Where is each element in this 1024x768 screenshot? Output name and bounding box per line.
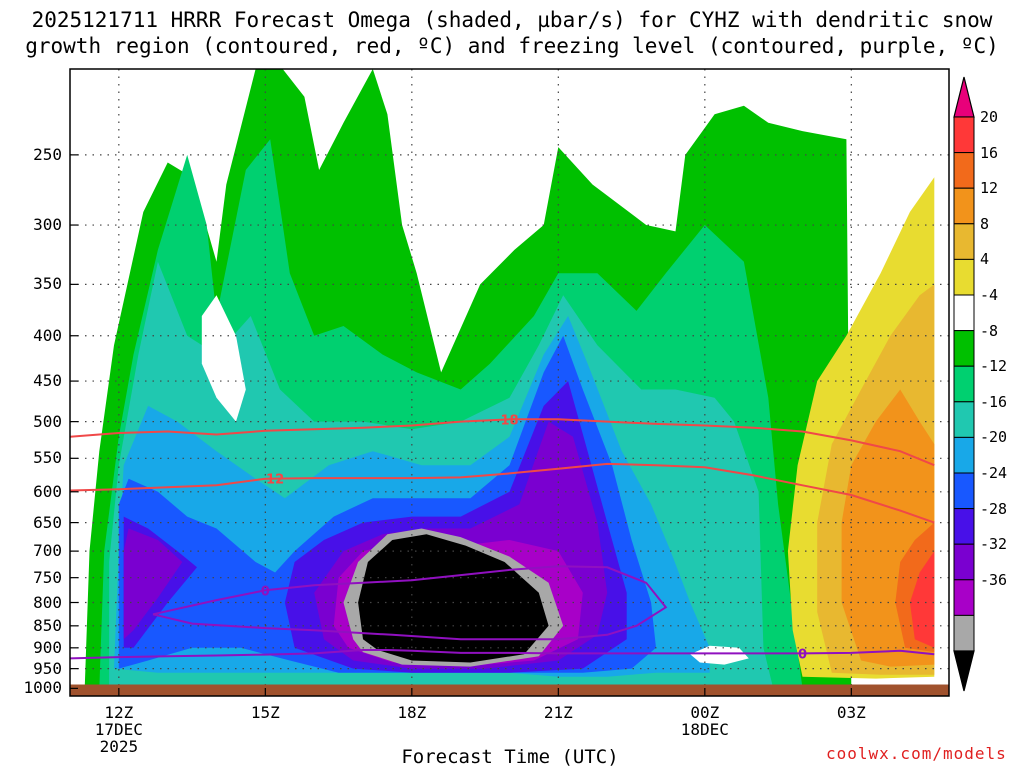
colorbar-label-9: -20	[980, 428, 1008, 447]
colorbar	[953, 76, 975, 692]
colorbar-box-9	[953, 436, 975, 474]
ytick-label-250: 250	[33, 144, 62, 164]
contour-dendritic_-18C_label	[70, 418, 935, 467]
colorbar-box-8	[953, 401, 975, 438]
ytick-label-600: 600	[33, 481, 62, 501]
colorbar-box-2	[953, 187, 975, 225]
contour-freezing_0C_lower	[70, 649, 935, 660]
ytick-label-850: 850	[33, 615, 62, 635]
x-axis-title: Forecast Time (UTC)	[401, 746, 619, 768]
omega-region-7	[123, 528, 183, 640]
chart-title-line-1: 2025121711 HRRR Forecast Omega (shaded, …	[31, 8, 993, 32]
colorbar-label-6: -8	[980, 321, 999, 340]
contour-label-freezing_0C_lower: 0	[798, 647, 807, 662]
contour-dendritic_-12C	[70, 462, 935, 524]
colorbar-box-3	[953, 223, 975, 260]
colorbar-box-4	[953, 258, 975, 296]
xtick-label-15Z: 15Z	[250, 703, 280, 722]
ytick-label-1000: 1000	[23, 678, 62, 698]
ytick-label-300: 300	[33, 215, 62, 235]
colorbar-bottom-arrow	[953, 650, 975, 692]
omega-hole-0	[201, 295, 246, 422]
contour-freezing_0C_upper	[152, 565, 668, 641]
ytick-label-400: 400	[33, 325, 62, 345]
colorbar-label-3: 8	[980, 214, 990, 233]
ytick-label-950: 950	[33, 658, 62, 678]
plot-frame	[69, 68, 950, 697]
omega-region-11	[358, 534, 549, 663]
omega-shading	[84, 69, 935, 689]
omega-hole-1	[690, 645, 749, 665]
colorbar-box-5	[953, 294, 975, 332]
colorbar-label-1: 16	[980, 143, 999, 162]
source-credit[interactable]: coolwx.com/models	[826, 744, 1007, 763]
colorbar-box-7	[953, 365, 975, 403]
ground-band	[70, 684, 949, 696]
colorbar-label-13: -36	[980, 570, 1008, 589]
colorbar-label-10: -24	[980, 464, 1008, 482]
colorbar-box-14	[953, 614, 975, 652]
xtick-label-03Z: 03Z	[836, 703, 866, 722]
xtick-label-00Z: 00Z 18DEC	[680, 703, 729, 739]
contour-lines: 18 12 0 0	[70, 413, 935, 662]
colorbar-label-4: 4	[980, 250, 990, 269]
ytick-label-500: 500	[33, 411, 62, 431]
contour-label-dendritic_-18C_label: 18	[500, 413, 518, 428]
omega-region-16	[909, 551, 935, 648]
contour-label-dendritic_-12C: 12	[266, 473, 284, 488]
colorbar-label-7: -12	[980, 357, 1008, 376]
colorbar-box-6	[953, 330, 975, 367]
colorbar-top-arrow	[953, 76, 975, 118]
ground-surface	[70, 684, 949, 696]
ytick-label-650: 650	[33, 512, 62, 532]
xtick-label-12Z: 12Z 17DEC 2025	[94, 703, 143, 756]
contour-label-freezing_0C_upper: 0	[261, 584, 270, 599]
ytick-label-900: 900	[33, 637, 62, 657]
xtick-label-18Z: 18Z	[397, 703, 427, 722]
colorbar-label-12: -32	[980, 535, 1008, 554]
colorbar-box-0	[953, 116, 975, 154]
ytick-label-550: 550	[33, 448, 62, 468]
colorbar-box-11	[953, 508, 975, 545]
ytick-label-800: 800	[33, 592, 62, 612]
ytick-label-350: 350	[33, 274, 62, 294]
colorbar-box-12	[953, 543, 975, 581]
axis-ticks	[70, 154, 852, 696]
ytick-label-750: 750	[33, 567, 62, 587]
chart-title-line-2: growth region (contoured, red, ºC) and f…	[25, 34, 999, 58]
ytick-label-450: 450	[33, 371, 62, 391]
colorbar-label-8: -16	[980, 392, 1008, 411]
colorbar-box-10	[953, 472, 975, 510]
colorbar-box-1	[953, 152, 975, 189]
ytick-label-700: 700	[33, 541, 62, 561]
colorbar-label-2: 12	[980, 179, 999, 198]
colorbar-box-13	[953, 579, 975, 616]
xtick-label-21Z: 21Z	[543, 703, 573, 722]
colorbar-label-11: -28	[980, 499, 1008, 518]
colorbar-label-0: 20	[980, 108, 999, 126]
colorbar-label-5: -4	[980, 286, 999, 304]
